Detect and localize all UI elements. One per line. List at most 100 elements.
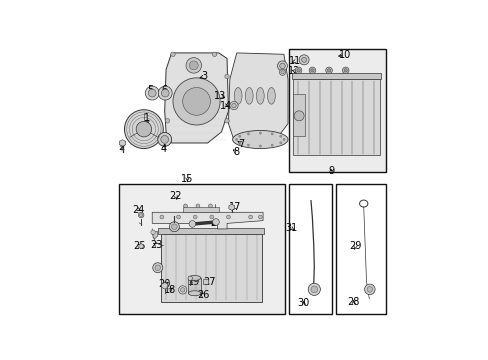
Circle shape — [299, 55, 308, 65]
Circle shape — [212, 219, 219, 225]
Circle shape — [183, 204, 187, 208]
Circle shape — [152, 263, 163, 273]
Circle shape — [170, 52, 175, 57]
Text: 25: 25 — [133, 240, 145, 251]
Text: 19: 19 — [187, 277, 200, 287]
Circle shape — [279, 63, 285, 69]
Text: 23: 23 — [150, 240, 162, 250]
Text: 31: 31 — [285, 223, 297, 233]
Circle shape — [248, 215, 252, 219]
Circle shape — [308, 67, 315, 74]
Ellipse shape — [245, 87, 253, 104]
Circle shape — [196, 204, 200, 208]
Text: 3: 3 — [202, 72, 207, 81]
Circle shape — [209, 215, 213, 219]
Polygon shape — [152, 212, 263, 229]
Text: 4: 4 — [160, 144, 166, 154]
Bar — [188, 278, 201, 293]
Circle shape — [229, 102, 238, 110]
Polygon shape — [161, 283, 167, 289]
Circle shape — [279, 69, 285, 75]
Ellipse shape — [256, 87, 264, 104]
Circle shape — [235, 138, 237, 141]
Circle shape — [208, 204, 212, 208]
Circle shape — [148, 89, 156, 97]
Circle shape — [161, 135, 168, 143]
Circle shape — [189, 221, 195, 227]
Ellipse shape — [232, 131, 287, 149]
Text: 16: 16 — [165, 213, 177, 223]
Bar — [119, 184, 285, 314]
Bar — [160, 234, 261, 302]
Circle shape — [238, 141, 241, 144]
Bar — [158, 228, 264, 234]
Circle shape — [193, 215, 197, 219]
Circle shape — [247, 133, 249, 135]
Circle shape — [158, 86, 172, 100]
Circle shape — [259, 145, 261, 147]
Circle shape — [185, 58, 201, 73]
Circle shape — [189, 61, 198, 70]
Ellipse shape — [267, 87, 275, 104]
Circle shape — [231, 103, 236, 108]
Polygon shape — [228, 53, 287, 140]
Circle shape — [310, 69, 313, 72]
Polygon shape — [228, 204, 234, 210]
Circle shape — [150, 230, 155, 234]
Circle shape — [279, 141, 282, 144]
Circle shape — [136, 121, 151, 137]
Circle shape — [279, 135, 282, 138]
Text: 9: 9 — [327, 166, 333, 176]
Text: 8: 8 — [233, 147, 239, 157]
Text: 20: 20 — [158, 279, 170, 289]
Circle shape — [295, 67, 301, 74]
Text: 1: 1 — [144, 113, 150, 123]
Circle shape — [270, 144, 273, 146]
Text: 7: 7 — [238, 139, 244, 149]
Circle shape — [138, 212, 143, 218]
Text: 26: 26 — [197, 291, 209, 301]
Circle shape — [212, 52, 216, 57]
Text: 17: 17 — [229, 202, 241, 212]
Text: 29: 29 — [348, 241, 361, 251]
Text: 21: 21 — [209, 219, 222, 228]
Text: 5: 5 — [146, 85, 153, 95]
Circle shape — [307, 283, 320, 296]
Circle shape — [301, 57, 306, 62]
Circle shape — [224, 74, 229, 79]
Circle shape — [280, 71, 284, 74]
Polygon shape — [153, 232, 158, 239]
Circle shape — [171, 224, 177, 229]
Polygon shape — [119, 140, 125, 146]
Bar — [292, 94, 305, 136]
Polygon shape — [164, 53, 228, 143]
Circle shape — [270, 133, 273, 135]
Circle shape — [139, 244, 143, 248]
Circle shape — [277, 61, 287, 71]
Circle shape — [366, 287, 372, 292]
Circle shape — [293, 111, 304, 121]
Circle shape — [139, 213, 142, 217]
Circle shape — [258, 215, 262, 219]
Bar — [335, 184, 386, 314]
Circle shape — [296, 69, 300, 72]
Circle shape — [176, 215, 180, 219]
Circle shape — [283, 138, 285, 141]
Bar — [183, 207, 218, 212]
Circle shape — [342, 67, 348, 74]
Circle shape — [165, 118, 169, 123]
Bar — [203, 279, 208, 284]
Text: 6: 6 — [161, 85, 167, 95]
Text: 24: 24 — [132, 204, 144, 215]
Text: 27: 27 — [203, 277, 215, 287]
Text: 2: 2 — [119, 142, 124, 152]
Circle shape — [145, 86, 159, 100]
Text: 12: 12 — [287, 66, 300, 76]
Circle shape — [224, 118, 229, 123]
Circle shape — [247, 144, 249, 146]
Text: 13: 13 — [214, 91, 226, 101]
Circle shape — [344, 69, 346, 72]
Bar — [288, 184, 331, 314]
Text: 14: 14 — [219, 100, 231, 111]
Circle shape — [183, 87, 210, 115]
